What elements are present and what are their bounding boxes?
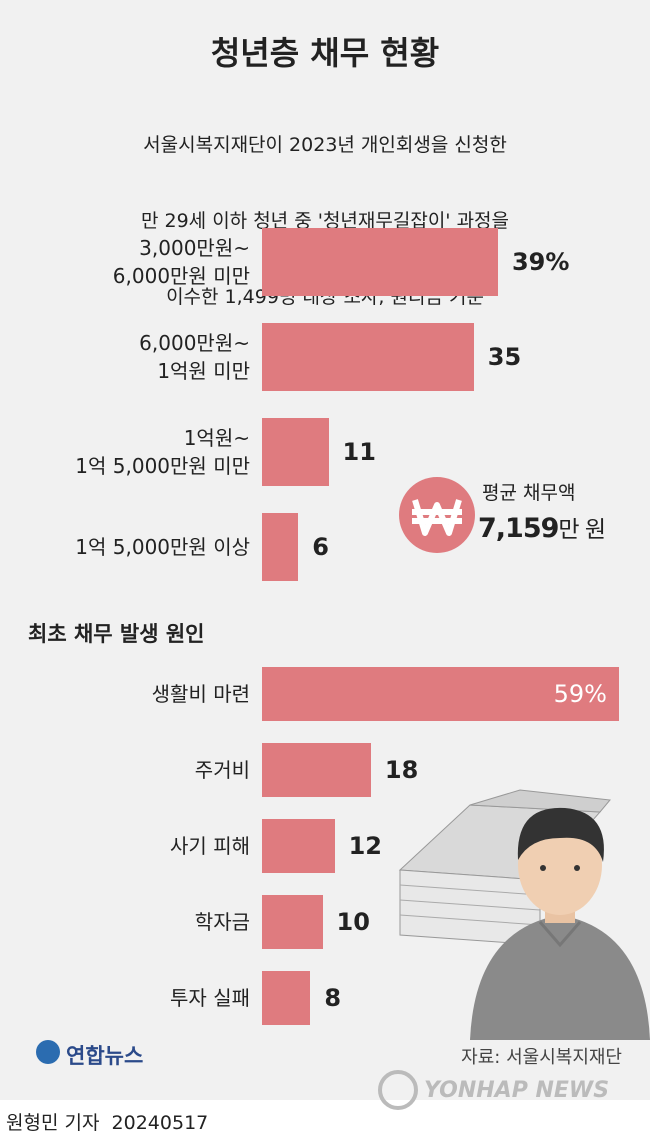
- reporter: 원형민 기자: [6, 1112, 100, 1134]
- watermark-icon: [378, 1070, 418, 1110]
- section-title: 최초 채무 발생 원인: [28, 622, 205, 646]
- bar: [262, 667, 619, 721]
- category-label: 3,000만원~ 6,000만원 미만: [112, 236, 250, 288]
- value-label: 39%: [511, 248, 570, 276]
- bar: [262, 323, 474, 391]
- value-label: 10: [336, 908, 370, 936]
- byline: 원형민 기자 20240517: [6, 1108, 208, 1135]
- bar: [262, 418, 329, 486]
- value-label: 59%: [553, 680, 607, 708]
- bar: [262, 743, 371, 797]
- bar: [262, 895, 323, 949]
- logo: 연합뉴스: [66, 1044, 144, 1068]
- category-label: 사기 피해: [170, 834, 250, 858]
- callout-value: 7,159만 원: [478, 510, 606, 544]
- bar: [262, 819, 335, 873]
- date: 20240517: [111, 1112, 209, 1134]
- watermark: YONHAP NEWS: [424, 1078, 610, 1103]
- subtitle-line: 서울시복지재단이 2023년 개인회생을 신청한: [143, 134, 507, 156]
- category-label: 학자금: [194, 910, 250, 934]
- bar: [262, 513, 299, 581]
- bar: [262, 971, 311, 1025]
- callout-unit: 만 원: [558, 517, 606, 543]
- category-label: 1억원~ 1억 5,000만원 미만: [75, 426, 250, 478]
- title: 청년층 채무 현황: [210, 34, 440, 72]
- footer-strip: [0, 1100, 650, 1139]
- logo-icon: [36, 1040, 60, 1064]
- value-label: 11: [342, 438, 376, 466]
- category-label: 주거비: [194, 758, 250, 782]
- value-label: 6: [312, 533, 329, 561]
- source: 자료: 서울시복지재단: [461, 1047, 622, 1068]
- value-label: 12: [348, 832, 382, 860]
- subtitle-line: 만 29세 이하 청년 중 '청년재무길잡이' 과정을: [140, 210, 510, 232]
- person: [470, 807, 650, 1040]
- callout-number: 7,159: [478, 513, 559, 544]
- category-label: 생활비 마련: [151, 682, 250, 706]
- value-label: 35: [487, 343, 522, 371]
- value-label: 18: [384, 756, 419, 784]
- bar: [262, 228, 498, 296]
- subtitle: 서울시복지재단이 2023년 개인회생을 신청한 만 29세 이하 청년 중 '…: [0, 88, 650, 354]
- callout-label: 평균 채무액: [482, 482, 576, 504]
- category-label: 1억 5,000만원 이상: [75, 535, 250, 559]
- value-label: 8: [324, 984, 342, 1012]
- category-label: 투자 실패: [170, 986, 250, 1010]
- category-label: 6,000만원~ 1억원 미만: [139, 331, 250, 383]
- won-symbol: [412, 499, 462, 536]
